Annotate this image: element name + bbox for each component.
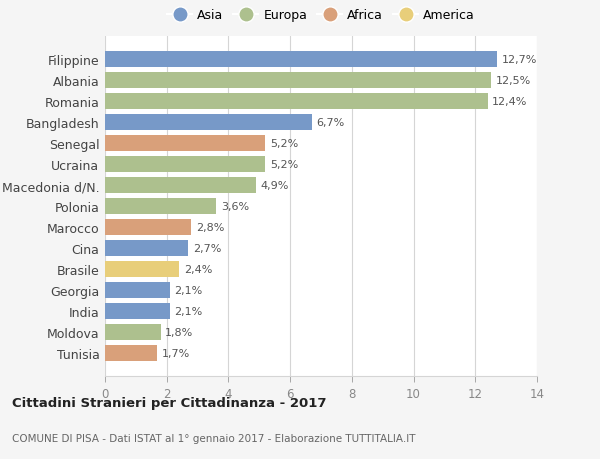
Bar [105, 282, 170, 298]
Text: 12,4%: 12,4% [492, 97, 527, 107]
Text: Cittadini Stranieri per Cittadinanza - 2017: Cittadini Stranieri per Cittadinanza - 2… [12, 396, 326, 409]
Text: 2,1%: 2,1% [175, 285, 203, 295]
Text: 6,7%: 6,7% [316, 118, 344, 128]
Text: 1,7%: 1,7% [162, 348, 190, 358]
Text: 4,9%: 4,9% [261, 181, 289, 190]
Bar [105, 157, 265, 173]
Bar [105, 241, 188, 256]
Text: 5,2%: 5,2% [270, 160, 298, 170]
Text: 5,2%: 5,2% [270, 139, 298, 149]
Text: 12,5%: 12,5% [496, 76, 530, 86]
Text: 1,8%: 1,8% [165, 327, 193, 337]
Text: COMUNE DI PISA - Dati ISTAT al 1° gennaio 2017 - Elaborazione TUTTITALIA.IT: COMUNE DI PISA - Dati ISTAT al 1° gennai… [12, 433, 415, 442]
Bar [105, 115, 312, 131]
Bar [105, 52, 497, 68]
Bar [105, 178, 256, 193]
Bar [105, 303, 170, 319]
Text: 2,8%: 2,8% [196, 223, 224, 232]
Bar [105, 262, 179, 277]
Bar [105, 73, 491, 89]
Text: 12,7%: 12,7% [502, 55, 537, 65]
Bar [105, 94, 488, 110]
Bar [105, 199, 216, 214]
Text: 3,6%: 3,6% [221, 202, 249, 212]
Bar [105, 220, 191, 235]
Legend: Asia, Europa, Africa, America: Asia, Europa, Africa, America [167, 9, 475, 22]
Text: 2,4%: 2,4% [184, 264, 212, 274]
Text: 2,1%: 2,1% [175, 306, 203, 316]
Bar [105, 136, 265, 151]
Bar [105, 325, 161, 340]
Text: 2,7%: 2,7% [193, 243, 221, 253]
Bar [105, 345, 157, 361]
